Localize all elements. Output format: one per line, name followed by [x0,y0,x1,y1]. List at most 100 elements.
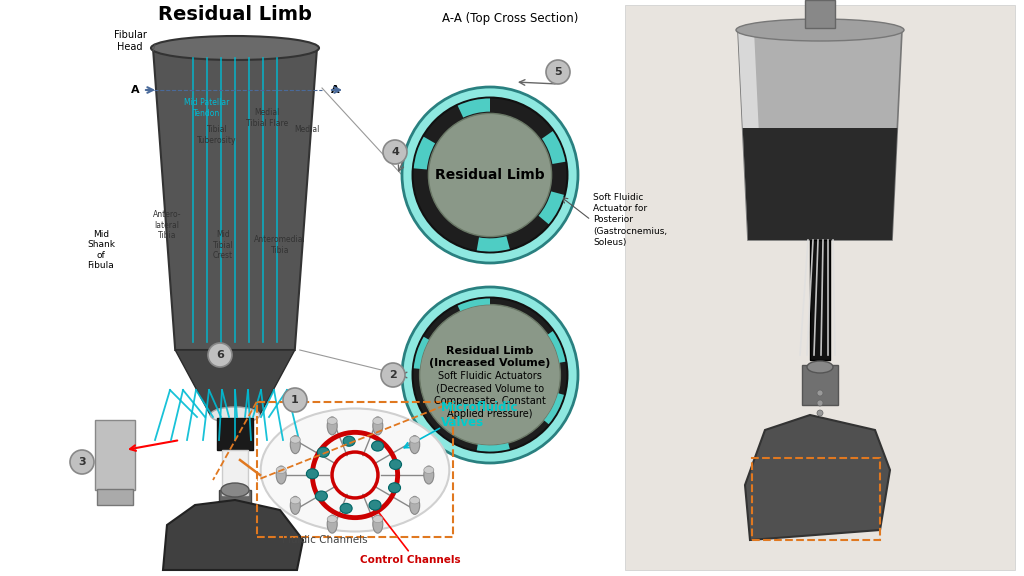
Text: Medial
Tibial Flare: Medial Tibial Flare [246,108,288,128]
Ellipse shape [306,469,318,479]
Ellipse shape [410,497,420,514]
Text: Control Channels: Control Channels [359,555,461,565]
Text: Fluidic Channels: Fluidic Channels [283,535,368,545]
Ellipse shape [317,447,330,457]
Circle shape [413,298,567,452]
Circle shape [546,60,570,84]
Text: Microfluidic
Valves: Microfluidic Valves [441,401,518,429]
Ellipse shape [410,435,420,454]
Wedge shape [458,298,490,311]
Circle shape [420,305,560,445]
Polygon shape [742,128,897,240]
Text: 4: 4 [391,147,399,157]
Text: Tibial
Tuberosity: Tibial Tuberosity [198,126,237,145]
Circle shape [402,287,578,463]
Polygon shape [738,30,764,240]
Circle shape [413,97,567,252]
Ellipse shape [389,460,401,469]
Ellipse shape [328,417,337,435]
Wedge shape [544,393,564,424]
FancyBboxPatch shape [802,365,838,405]
Ellipse shape [328,515,337,533]
Ellipse shape [290,497,300,514]
FancyBboxPatch shape [222,450,248,495]
Circle shape [428,113,552,237]
Text: Antero-
lateral
Tibia: Antero- lateral Tibia [153,210,181,240]
Ellipse shape [424,466,434,484]
Circle shape [70,450,94,474]
Ellipse shape [290,497,300,504]
Ellipse shape [388,483,400,493]
Text: A: A [131,85,139,95]
Ellipse shape [736,19,904,41]
Text: Residual Limb
(Increased Volume): Residual Limb (Increased Volume) [429,346,551,368]
Wedge shape [542,131,565,164]
FancyBboxPatch shape [805,0,835,28]
Ellipse shape [290,435,300,454]
Wedge shape [458,98,490,118]
Text: A: A [331,85,339,95]
Ellipse shape [315,491,328,501]
Ellipse shape [261,408,450,532]
Ellipse shape [151,36,319,60]
Text: Residual Limb: Residual Limb [435,168,545,182]
Ellipse shape [372,441,384,451]
Text: A-A (Top Cross Section): A-A (Top Cross Section) [441,12,579,25]
Text: 3: 3 [78,457,86,467]
Ellipse shape [410,436,420,443]
Circle shape [817,400,823,406]
Text: Mid
Tibial
Crest: Mid Tibial Crest [213,230,233,260]
Text: Mid
Shank
of
Fibula: Mid Shank of Fibula [87,230,115,270]
Text: Soft Fluidic
Actuator for
Posterior
(Gastrocnemius,
Soleus): Soft Fluidic Actuator for Posterior (Gas… [593,194,667,247]
Ellipse shape [210,407,260,423]
Wedge shape [548,331,565,363]
Text: Soft Fluidic Actuators
(Decreased Volume to
Compensate, Constant
Applied Pressur: Soft Fluidic Actuators (Decreased Volume… [434,372,546,419]
Circle shape [283,388,307,412]
FancyBboxPatch shape [219,490,251,520]
Ellipse shape [424,467,434,473]
Text: 1: 1 [291,395,299,405]
Circle shape [402,87,578,263]
Ellipse shape [221,483,249,497]
FancyBboxPatch shape [97,489,133,505]
Text: 6: 6 [216,350,224,360]
Wedge shape [477,443,510,452]
Text: 2: 2 [389,370,397,380]
Wedge shape [539,191,564,224]
Text: Mid Patellar
Tendon: Mid Patellar Tendon [184,98,229,118]
Ellipse shape [373,417,383,435]
Circle shape [381,363,406,387]
Ellipse shape [373,418,383,425]
Wedge shape [414,337,429,369]
Circle shape [208,343,232,367]
Ellipse shape [343,436,355,446]
Circle shape [383,140,407,164]
Ellipse shape [373,516,383,522]
Ellipse shape [290,436,300,443]
Circle shape [817,410,823,416]
FancyBboxPatch shape [810,240,830,360]
Text: Fibular
Head: Fibular Head [114,30,146,52]
Text: Residual Limb: Residual Limb [158,6,312,25]
Polygon shape [163,500,303,570]
Ellipse shape [410,497,420,504]
Text: Medial: Medial [294,126,319,135]
FancyBboxPatch shape [625,5,1015,570]
Polygon shape [738,30,902,240]
Wedge shape [477,236,510,252]
Ellipse shape [373,515,383,533]
Wedge shape [414,137,435,169]
Ellipse shape [328,516,337,522]
Ellipse shape [807,361,833,373]
Ellipse shape [328,418,337,425]
Text: Anteromedial
Tibia: Anteromedial Tibia [254,236,306,255]
Ellipse shape [369,500,381,510]
Circle shape [817,390,823,396]
Ellipse shape [340,503,352,513]
Ellipse shape [276,466,286,484]
FancyBboxPatch shape [217,418,253,450]
Polygon shape [745,415,890,540]
Polygon shape [175,350,295,415]
FancyBboxPatch shape [95,420,135,490]
Ellipse shape [276,467,286,473]
